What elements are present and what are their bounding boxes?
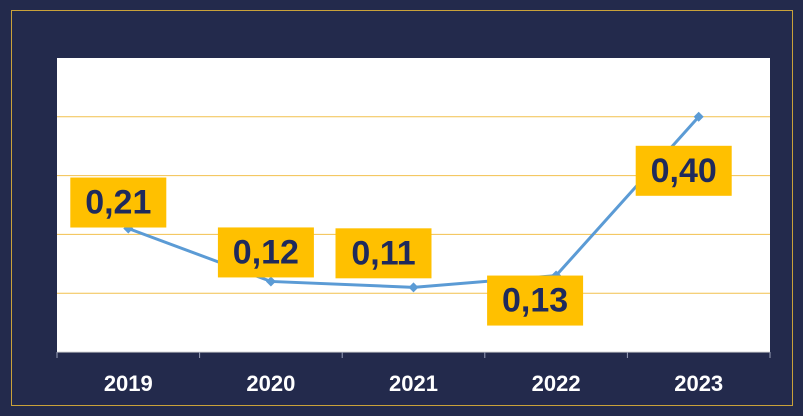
marker	[693, 111, 704, 122]
value-label-box	[217, 227, 314, 278]
value-label-box	[635, 145, 732, 196]
value-label: 0,11	[351, 234, 415, 272]
value-label: 0,21	[85, 184, 151, 222]
x-tick-label: 2019	[104, 371, 153, 396]
value-label: 0,13	[502, 282, 568, 320]
value-label: 0,40	[651, 152, 717, 190]
value-label-box	[335, 228, 432, 279]
value-label-box	[70, 177, 167, 228]
value-label-box	[487, 275, 584, 326]
x-tick-label: 2020	[246, 371, 295, 396]
x-tick-label: 2023	[674, 371, 723, 396]
value-label: 0,12	[233, 233, 299, 271]
x-tick-label: 2022	[532, 371, 581, 396]
x-tick-label: 2021	[389, 371, 438, 396]
marker	[265, 276, 276, 287]
plot-area	[57, 58, 770, 352]
marker	[408, 282, 419, 293]
frame	[11, 10, 793, 406]
